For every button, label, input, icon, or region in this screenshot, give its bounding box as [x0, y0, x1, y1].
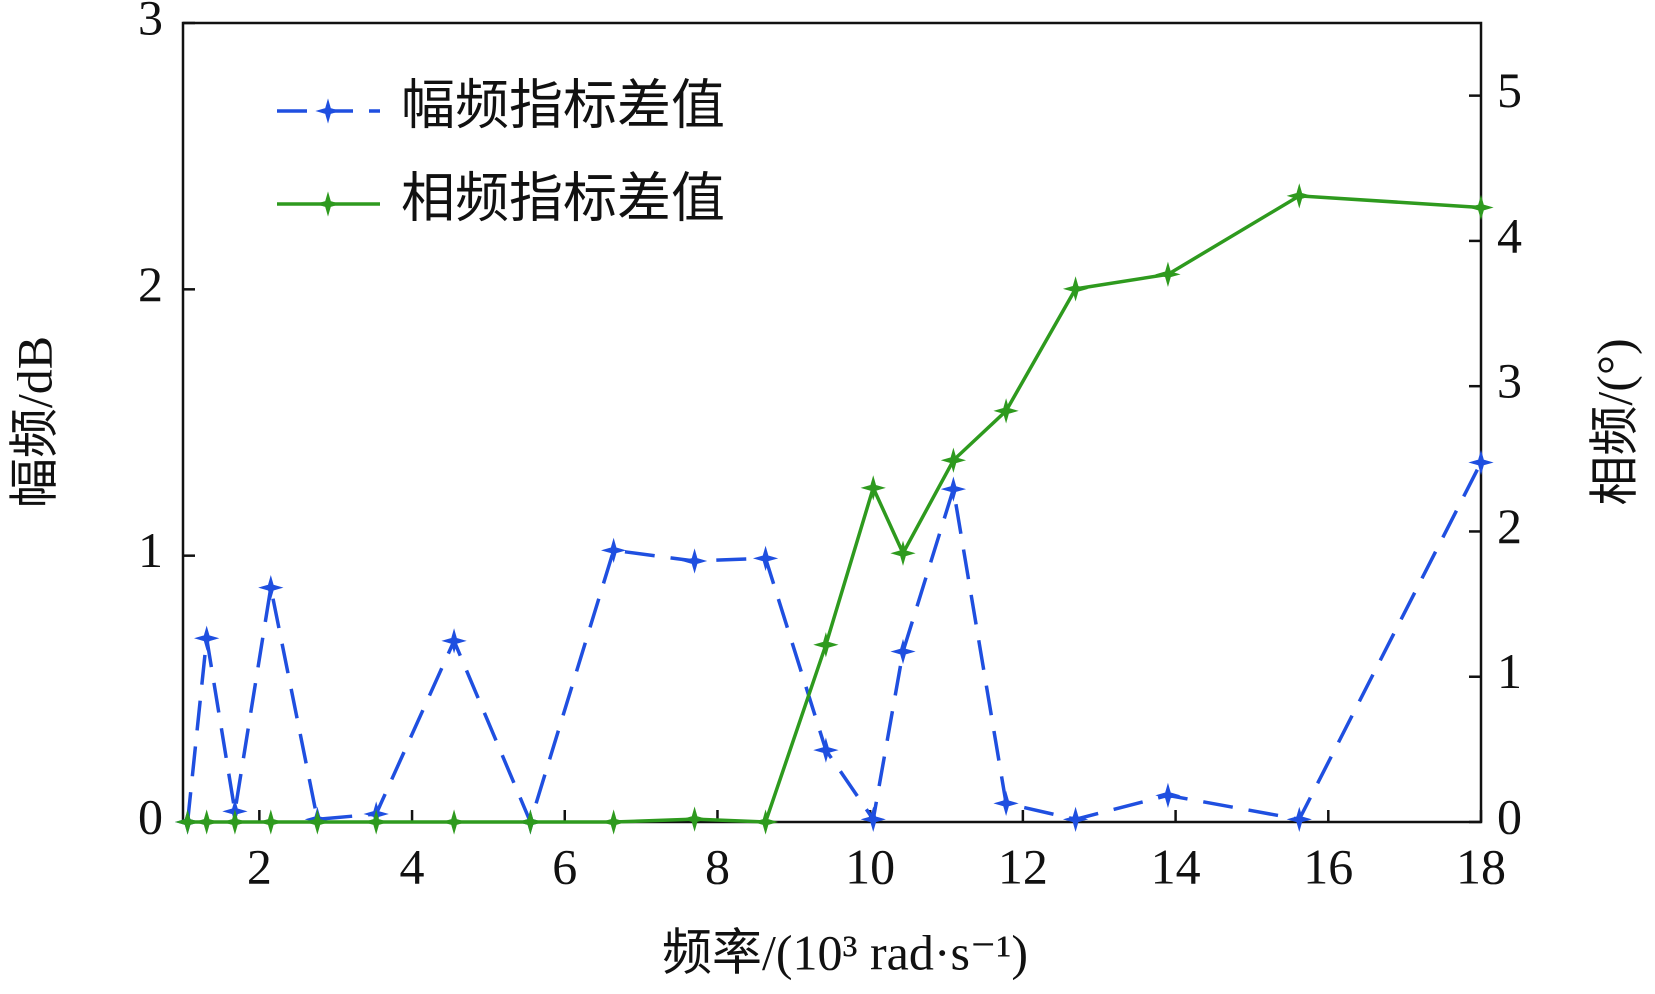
- point-marker: [363, 809, 389, 835]
- point-marker: [860, 806, 886, 832]
- point-marker: [752, 809, 779, 835]
- x-tick-label: 16: [1303, 838, 1353, 894]
- y2-tick-label: 2: [1497, 498, 1522, 554]
- legend-label: 相频指标差值: [401, 168, 725, 228]
- x-tick-label: 14: [1151, 838, 1201, 894]
- x-axis-label: 频率/(10³ rad·s⁻¹): [662, 924, 1028, 980]
- y2-axis-label: 相频/(°): [1586, 338, 1642, 505]
- x-tick-label: 4: [400, 838, 425, 894]
- point-marker: [1286, 183, 1312, 209]
- point-marker: [600, 537, 627, 563]
- y2-tick-label: 1: [1497, 643, 1522, 699]
- point-marker: [993, 398, 1019, 424]
- point-marker: [1286, 806, 1312, 832]
- point-marker: [813, 737, 839, 763]
- y-tick-label: 3: [138, 0, 163, 45]
- legend-marker: [315, 191, 341, 217]
- y2-tick-label: 4: [1497, 207, 1522, 263]
- point-marker: [681, 806, 708, 832]
- y-tick-label: 0: [138, 788, 163, 844]
- x-tick-label: 8: [705, 838, 730, 894]
- legend-marker: [315, 98, 341, 124]
- point-marker: [258, 809, 284, 835]
- y-axis-label: 幅频/dB: [6, 336, 62, 508]
- y2-tick-label: 5: [1497, 62, 1522, 118]
- point-marker: [517, 809, 544, 835]
- series-line: [187, 194, 1482, 824]
- point-marker: [752, 545, 779, 571]
- point-marker: [1468, 194, 1494, 221]
- point-marker: [860, 475, 886, 501]
- point-marker: [681, 548, 708, 574]
- point-marker: [1155, 782, 1181, 809]
- point-marker: [1062, 806, 1089, 832]
- point-marker: [993, 790, 1019, 816]
- y2-tick-label: 3: [1497, 353, 1522, 409]
- point-marker: [940, 476, 967, 502]
- x-tick-label: 10: [845, 838, 895, 894]
- point-marker: [174, 809, 201, 835]
- point-marker: [304, 809, 331, 835]
- series-line: [185, 461, 1483, 828]
- plot-frame: [181, 21, 1483, 824]
- point-marker: [194, 625, 220, 651]
- point-marker: [890, 540, 916, 566]
- point-marker: [1155, 261, 1181, 287]
- x-tick-label: 6: [552, 838, 577, 894]
- point-marker: [940, 447, 967, 473]
- point-marker: [441, 809, 467, 835]
- x-tick-label: 2: [247, 838, 272, 894]
- y2-tick-label: 0: [1497, 788, 1522, 844]
- point-marker: [1062, 276, 1089, 302]
- point-marker: [1468, 449, 1494, 476]
- x-tick-label: 18: [1456, 838, 1506, 894]
- point-marker: [890, 638, 916, 665]
- y-tick-label: 1: [138, 522, 163, 578]
- point-marker: [600, 809, 627, 835]
- point-marker: [258, 574, 284, 601]
- point-marker: [222, 809, 248, 835]
- point-marker: [441, 628, 467, 654]
- x-tick-label: 12: [998, 838, 1048, 894]
- y-tick-label: 2: [138, 256, 163, 312]
- point-marker: [813, 632, 839, 658]
- point-marker: [194, 809, 220, 835]
- legend-label: 幅频指标差值: [401, 75, 725, 135]
